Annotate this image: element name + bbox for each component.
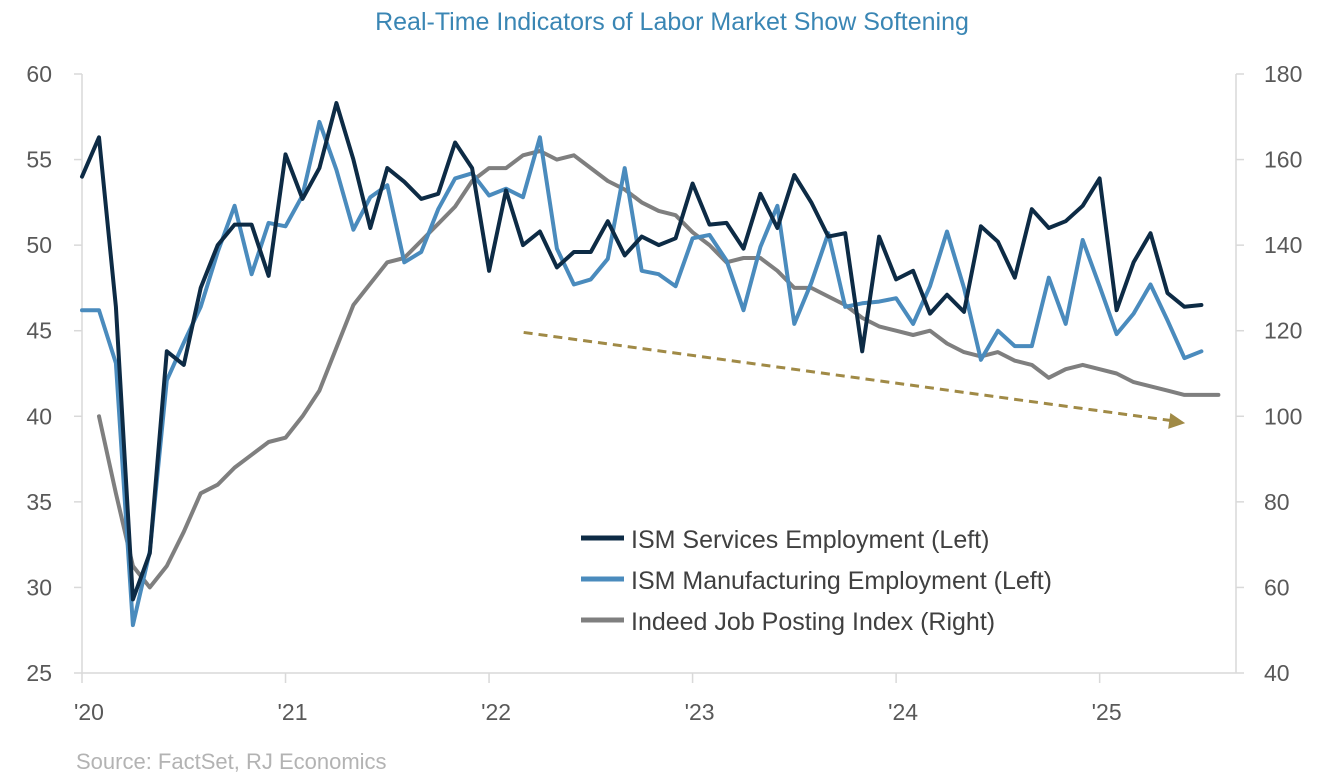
legend: ISM Services Employment (Left) ISM Manufa…	[581, 526, 1052, 636]
legend-label: ISM Services Employment (Left)	[631, 526, 989, 554]
legend-label: Indeed Job Posting Index (Right)	[631, 608, 995, 636]
right-tick-label: 140	[1264, 232, 1302, 258]
x-tick-label: '24	[888, 699, 918, 725]
right-tick-label: 40	[1264, 660, 1290, 686]
x-tick-label: '20	[74, 699, 104, 725]
x-tick-label: '21	[278, 699, 308, 725]
x-tick-label: '23	[685, 699, 715, 725]
left-tick-label: 55	[26, 147, 52, 173]
left-tick-label: 30	[26, 574, 52, 600]
x-tick-label: '22	[481, 699, 511, 725]
series-layer	[80, 101, 1221, 628]
left-tick-label: 25	[26, 660, 52, 686]
x-tick-label: '25	[1092, 699, 1122, 725]
right-tick-label: 100	[1264, 403, 1302, 429]
trend-arrow-line	[523, 330, 1176, 423]
left-tick-label: 35	[26, 489, 52, 515]
right-tick-label: 80	[1264, 489, 1290, 515]
chart-title: Real-Time Indicators of Labor Market Sho…	[375, 8, 969, 36]
right-tick-label: 120	[1264, 318, 1302, 344]
series-line-indeed-job-postings	[97, 149, 1221, 590]
right-tick-label: 160	[1264, 147, 1302, 173]
right-tick-label: 60	[1264, 574, 1290, 600]
source-note: Source: FactSet, RJ Economics	[76, 749, 387, 774]
right-tick-label: 180	[1264, 61, 1302, 87]
trend-annotation	[523, 330, 1186, 429]
left-tick-label: 45	[26, 318, 52, 344]
left-tick-label: 40	[26, 403, 52, 429]
left-tick-label: 50	[26, 232, 52, 258]
series-line-ism-services	[80, 101, 1204, 602]
trend-arrow-head	[1168, 413, 1186, 429]
series-line-ism-manufacturing	[80, 119, 1204, 628]
left-tick-label: 60	[26, 61, 52, 87]
axes: 25 30 35 40 45 50 55 60 40 60 80 100 120 140 160 180 '20…	[26, 61, 1302, 725]
legend-label: ISM Manufacturing Employment (Left)	[631, 567, 1052, 595]
